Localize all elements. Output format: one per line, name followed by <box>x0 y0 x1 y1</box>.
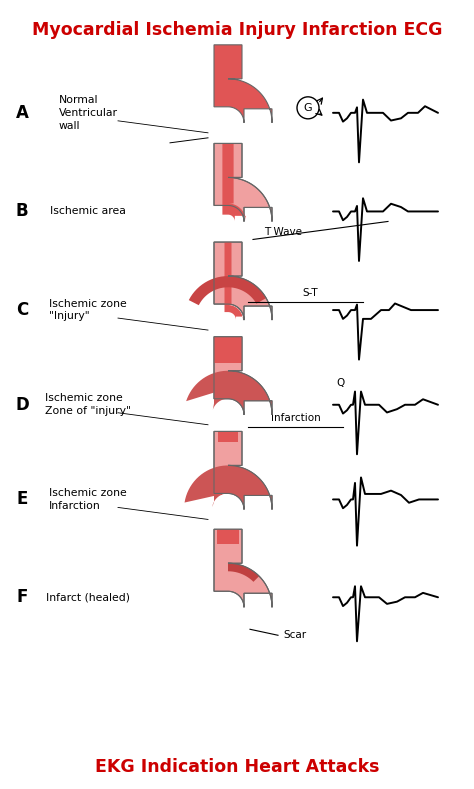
Text: Ischemic zone
Infarction: Ischemic zone Infarction <box>49 488 127 510</box>
Polygon shape <box>225 242 243 320</box>
Polygon shape <box>214 144 272 222</box>
Text: Q: Q <box>337 378 345 387</box>
Polygon shape <box>214 432 272 510</box>
Text: Scar: Scar <box>283 630 306 640</box>
Text: Infarction: Infarction <box>271 413 320 423</box>
Text: S-T: S-T <box>303 288 319 298</box>
Polygon shape <box>228 276 266 304</box>
Polygon shape <box>214 337 242 363</box>
Polygon shape <box>184 466 272 510</box>
Text: Infarct (healed): Infarct (healed) <box>46 593 130 602</box>
Text: Ischemic zone
"Injury": Ischemic zone "Injury" <box>49 299 127 321</box>
Polygon shape <box>214 529 272 608</box>
Text: E: E <box>16 491 27 508</box>
Polygon shape <box>189 276 228 305</box>
Text: Ischemic zone
Zone of "injury": Ischemic zone Zone of "injury" <box>45 394 131 416</box>
Polygon shape <box>186 371 272 415</box>
Text: A: A <box>16 104 28 122</box>
Text: D: D <box>15 396 29 413</box>
Polygon shape <box>218 432 238 442</box>
Text: B: B <box>16 203 28 220</box>
Text: T Wave: T Wave <box>264 227 302 237</box>
Text: Myocardial Ischemia Injury Infarction ECG: Myocardial Ischemia Injury Infarction EC… <box>32 21 442 39</box>
Polygon shape <box>228 563 259 581</box>
Polygon shape <box>222 144 246 222</box>
Polygon shape <box>214 242 272 320</box>
Text: EKG Indication Heart Attacks: EKG Indication Heart Attacks <box>95 758 379 776</box>
Polygon shape <box>214 337 272 415</box>
Text: G: G <box>304 103 312 113</box>
Text: Normal
Ventricular
wall: Normal Ventricular wall <box>58 95 118 131</box>
Polygon shape <box>217 529 239 544</box>
Polygon shape <box>214 45 272 123</box>
Text: F: F <box>16 589 27 606</box>
Text: C: C <box>16 301 28 319</box>
Text: Ischemic area: Ischemic area <box>50 207 126 216</box>
